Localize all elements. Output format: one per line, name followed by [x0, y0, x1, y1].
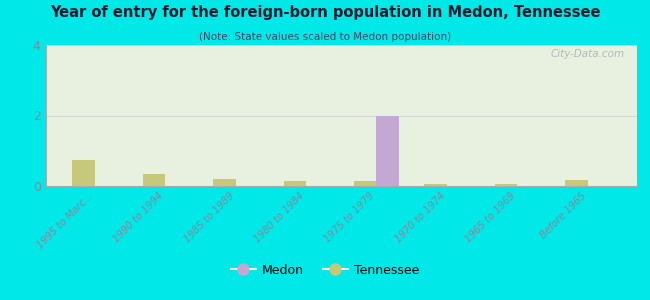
Text: Year of entry for the foreign-born population in Medon, Tennessee: Year of entry for the foreign-born popul…	[50, 4, 600, 20]
Bar	[565, 180, 588, 186]
Bar	[143, 174, 165, 186]
Bar	[283, 181, 306, 186]
Bar	[376, 116, 399, 186]
Text: City-Data.com: City-Data.com	[551, 49, 625, 59]
Bar	[72, 160, 95, 186]
Bar	[213, 179, 236, 186]
Bar	[424, 184, 447, 186]
Legend: Medon, Tennessee: Medon, Tennessee	[226, 259, 424, 282]
Bar	[354, 181, 376, 186]
Text: (Note: State values scaled to Medon population): (Note: State values scaled to Medon popu…	[199, 32, 451, 41]
Bar	[495, 184, 517, 186]
